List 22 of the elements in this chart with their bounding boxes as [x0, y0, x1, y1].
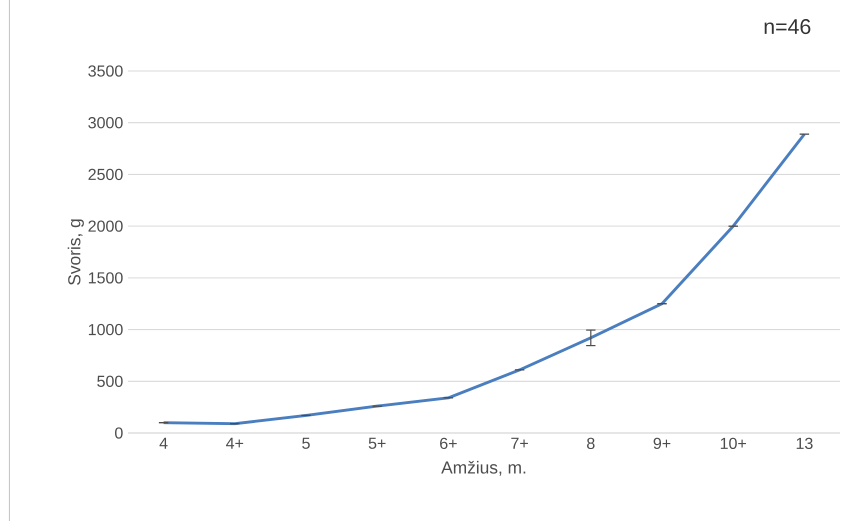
y-axis-title: Svoris, g: [68, 219, 84, 285]
y-tick-label: 1500: [88, 272, 123, 284]
x-tick-label: 4+: [226, 438, 244, 449]
x-tick-label: 4: [160, 438, 168, 449]
x-tick-label: 13: [796, 438, 813, 450]
y-tick-label: 500: [97, 376, 123, 387]
y-tick-label: 3000: [88, 117, 123, 128]
y-tick-label: 3500: [88, 65, 123, 77]
x-tick-label: 8: [587, 438, 595, 450]
line-series: [162, 132, 806, 426]
x-tick-label: 5: [302, 438, 310, 449]
x-tick-label: 7+: [511, 438, 528, 449]
y-tick-label: 2000: [88, 220, 123, 232]
text: n=46: [764, 19, 810, 34]
x-axis-title: Amžius, m.: [441, 460, 526, 476]
y-tick-label: 1000: [88, 324, 123, 336]
y-tick-label: 2500: [88, 168, 123, 180]
x-tick-label: 6+: [440, 438, 457, 450]
y-tick-label: 0: [115, 427, 123, 439]
x-tick-label: 5+: [368, 438, 386, 449]
x-tick-label: 10+: [720, 438, 746, 450]
x-tick-label: 9+: [654, 438, 670, 450]
